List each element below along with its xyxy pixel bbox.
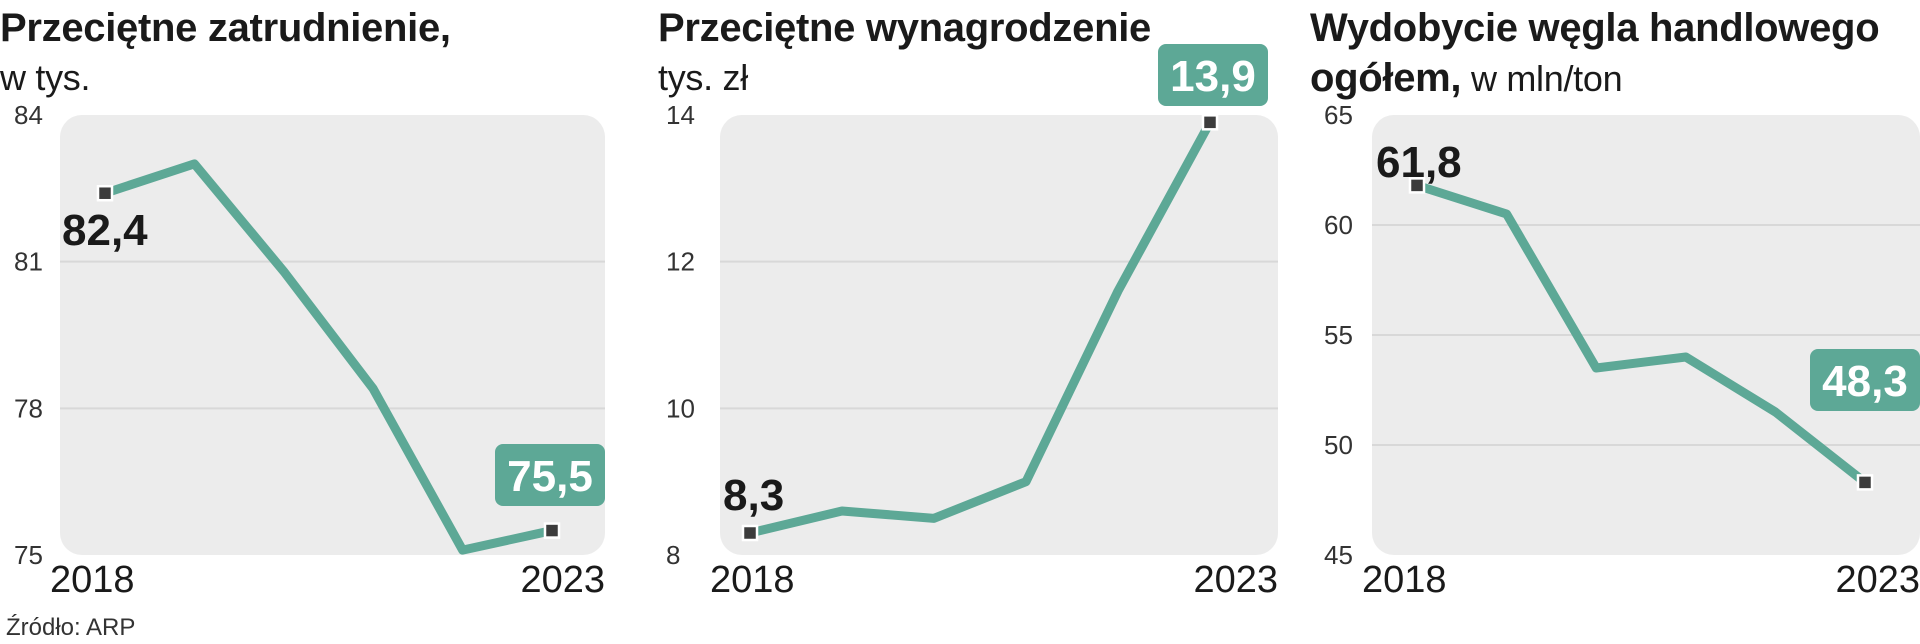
x-tick-label-last: 2023 [1193,559,1278,601]
start-point-marker [741,524,759,542]
end-value-badge [1158,44,1268,106]
y-tick-label: 81 [14,247,43,277]
chart-panel-employment: Przeciętne zatrudnienie, w tys. 75 78 81 84… [0,0,615,601]
start-value-label: 61,8 [1376,138,1462,187]
y-tick-label: 14 [666,100,695,130]
plot-background [720,115,1278,555]
salary-line-chart: 8 10 12 14 8,3 13,9 2018 2023 [666,44,1278,601]
y-tick-label: 12 [666,247,695,277]
employment-line-chart: 75 78 81 84 82,4 75,5 2018 2023 [14,100,605,601]
x-tick-label-first: 2018 [710,559,795,601]
series-line [1412,180,1870,487]
end-value-label: 75,5 [507,452,593,501]
x-tick-label-last: 2023 [1835,559,1920,601]
coal-line-chart: 45 50 55 60 65 61,8 48,3 2018 2023 [1324,100,1920,601]
y-tick-label: 78 [14,393,43,423]
chart-title-line2: ogółem, [1310,56,1462,100]
y-tick-label: 50 [1324,430,1353,460]
end-point-marker [543,522,561,539]
end-point-marker [1856,474,1874,491]
y-tick-label: 8 [666,540,680,570]
x-tick-label-first: 2018 [50,559,135,601]
series-line [100,159,557,555]
x-tick-label-last: 2023 [520,559,605,601]
start-value-label: 8,3 [723,471,784,520]
chart-title: Przeciętne zatrudnienie, [0,6,451,50]
end-value-badge [495,444,605,506]
end-value-label: 48,3 [1822,357,1908,406]
y-tick-label: 60 [1324,210,1353,240]
y-tick-label: 55 [1324,320,1353,350]
end-value-label: 13,9 [1170,52,1256,101]
y-tick-label: 45 [1324,540,1353,570]
chart-title-line2-wrapper: ogółem, w mln/ton [1310,52,1623,105]
source-note: Źródło: ARP [6,614,136,641]
end-value-badge [1810,349,1920,411]
chart-subtitle: w mln/ton [1470,58,1623,99]
start-point-marker [96,184,114,202]
y-tick-label: 84 [14,100,43,130]
x-tick-label-first: 2018 [1362,559,1447,601]
chart-title: Przeciętne wynagrodzenie [658,6,1151,50]
chart-panel-coal: Wydobycie węgla handlowego ogółem, w mln… [1310,0,1920,601]
y-tick-label: 10 [666,393,695,423]
end-point-marker [1201,114,1219,131]
y-tick-label: 75 [14,540,43,570]
start-value-label: 82,4 [62,206,148,255]
chart-subtitle: w tys. [0,57,91,98]
chart-subtitle: tys. zł [658,57,748,98]
start-point-marker [1408,177,1426,194]
chart-title: Wydobycie węgla handlowego [1310,6,1880,50]
chart-panel-salary: Przeciętne wynagrodzenie tys. zł 8 10 12 14… [658,0,1278,601]
series-line [745,117,1215,538]
y-tick-label: 65 [1324,100,1353,130]
